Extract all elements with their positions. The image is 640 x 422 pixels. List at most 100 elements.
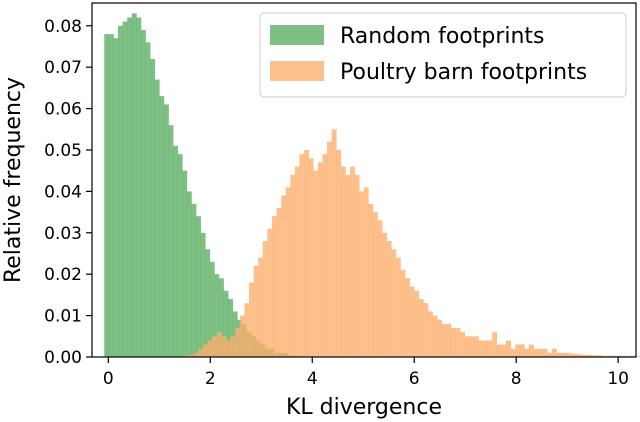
histogram-bar — [313, 170, 319, 357]
histogram-bar — [368, 203, 374, 357]
y-tick-label: 0.03 — [44, 224, 82, 244]
histogram-bar — [478, 340, 484, 357]
histogram-bar — [336, 149, 342, 357]
histogram-bar — [363, 187, 369, 357]
histogram-bar — [528, 344, 534, 357]
histogram-bar — [244, 303, 250, 357]
histogram-bar — [414, 290, 420, 357]
histogram-bar — [464, 336, 470, 357]
histogram-bar — [159, 96, 165, 357]
histogram-bar — [561, 352, 566, 357]
histogram-bar — [223, 290, 229, 357]
histogram-bar — [409, 286, 415, 357]
histogram-bar — [606, 355, 612, 357]
histogram-bar — [542, 348, 548, 357]
histogram-bar — [423, 303, 429, 357]
histogram-bar — [327, 141, 332, 357]
histogram-bar — [547, 352, 553, 357]
histogram-bar — [349, 166, 355, 357]
histogram-bar — [184, 355, 190, 357]
histogram-bar — [218, 278, 224, 357]
histogram-bar — [276, 207, 282, 357]
histogram-bar — [253, 265, 259, 357]
histogram-bar — [168, 125, 174, 357]
histogram-bar — [533, 348, 539, 357]
histogram-bar — [271, 216, 277, 357]
histogram-bar — [182, 170, 188, 357]
histogram-bar — [377, 220, 383, 357]
histogram-bar — [515, 344, 521, 357]
histogram-bar — [524, 348, 530, 357]
y-tick-label: 0.01 — [44, 307, 82, 327]
histogram-bar — [212, 336, 218, 357]
histogram-bar — [154, 79, 160, 357]
histogram-bar — [492, 332, 498, 357]
histogram-bar — [193, 352, 199, 357]
histogram-bar — [196, 216, 201, 357]
histogram-bar — [460, 332, 466, 357]
x-tick-label: 0 — [103, 369, 114, 389]
y-tick-label: 0.05 — [44, 141, 82, 161]
histogram-bar — [191, 203, 197, 357]
histogram-bar — [258, 257, 264, 357]
histogram-bar — [359, 191, 365, 357]
legend-label-random: Random footprints — [340, 24, 545, 49]
histogram-bar — [209, 261, 215, 357]
x-tick-label: 4 — [307, 369, 318, 389]
histogram-bar — [207, 340, 213, 357]
histogram-bar — [127, 17, 133, 358]
histogram-bar — [262, 241, 268, 357]
histogram-bar — [163, 104, 169, 357]
histogram-bar — [501, 344, 507, 357]
legend-swatch-poultry — [270, 61, 324, 81]
x-tick-label: 8 — [511, 369, 522, 389]
histogram-bar — [593, 355, 599, 357]
histogram-bar — [331, 129, 337, 357]
histogram-bar — [588, 354, 594, 357]
y-axis: 0.00 0.01 0.02 0.03 0.04 0.05 0.06 0.07 0.08 — [44, 17, 92, 368]
histogram-bar — [570, 353, 576, 357]
histogram-bar — [267, 228, 273, 357]
histogram-bar — [200, 232, 206, 357]
histogram-bar — [226, 340, 232, 357]
histogram-bar — [317, 162, 323, 357]
histogram-bar — [602, 355, 608, 357]
histogram-bar — [140, 29, 146, 357]
histogram-bar — [538, 348, 544, 357]
y-tick-label: 0.06 — [44, 100, 82, 120]
histogram-bar — [150, 58, 156, 357]
histogram-bar — [216, 332, 222, 357]
histogram-bar — [290, 174, 296, 357]
legend: Random footprints Poultry barn footprint… — [259, 12, 627, 98]
histogram-bar — [473, 336, 479, 357]
x-tick-label: 6 — [409, 369, 420, 389]
histogram-bar — [611, 355, 617, 357]
legend-label-poultry: Poultry barn footprints — [340, 60, 587, 85]
histogram-bar — [122, 21, 128, 357]
histogram-bar — [108, 34, 114, 358]
histogram-bar — [400, 270, 406, 357]
histogram-bar — [136, 17, 142, 358]
histogram-bar — [221, 336, 227, 357]
histogram-bar — [104, 34, 110, 358]
histogram-bar — [232, 311, 238, 357]
histogram-bar — [372, 212, 378, 357]
histogram-bar — [322, 154, 328, 357]
y-tick-label: 0.08 — [44, 17, 82, 37]
histogram-bar — [294, 166, 300, 357]
histogram-bar — [131, 13, 137, 357]
histogram-bar — [616, 355, 622, 357]
x-axis: 0 2 4 6 8 10 — [103, 357, 629, 389]
x-axis-title: KL divergence — [286, 395, 442, 420]
histogram-bar — [597, 355, 603, 357]
histogram-bar — [584, 354, 589, 357]
histogram-bar — [113, 38, 119, 357]
histogram-bar — [173, 145, 178, 357]
histogram-bar — [446, 323, 452, 357]
histogram-bar — [386, 241, 392, 357]
histogram-bar — [556, 352, 562, 357]
histogram-bar — [418, 299, 424, 357]
legend-swatch-random — [270, 25, 324, 45]
histogram-bar — [308, 158, 314, 357]
histogram-bar — [510, 348, 516, 357]
